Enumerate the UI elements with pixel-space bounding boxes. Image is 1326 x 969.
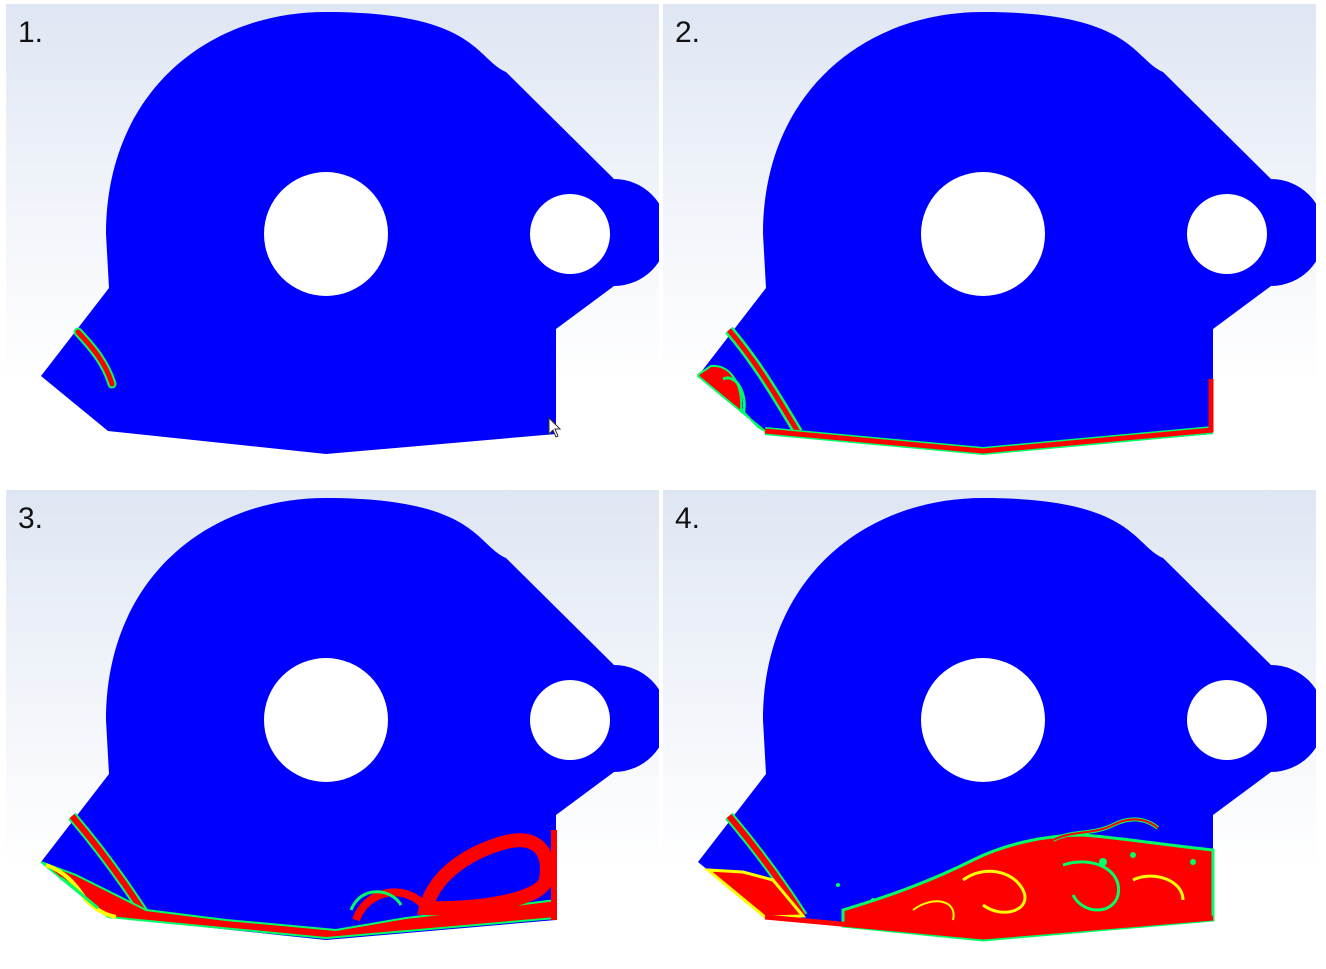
- frame-panel-2: 2.: [663, 4, 1316, 479]
- main-bore-hole: [264, 172, 388, 296]
- main-bore-hole: [921, 658, 1045, 782]
- fluid-corner-turbulence-2: [60, 876, 99, 910]
- fluid-droplet: [1190, 859, 1196, 865]
- domain-plot-1: [41, 12, 659, 454]
- fluid-wave-crest-core: [1052, 818, 1159, 841]
- panel-label: 4.: [675, 502, 701, 535]
- fluid-droplet-loop: [722, 376, 746, 415]
- domain-plot-2: [696, 12, 1316, 456]
- secondary-bore-hole: [1187, 194, 1267, 274]
- fluid-swirl-4: [912, 900, 955, 921]
- panel-label: 2.: [675, 16, 701, 49]
- fluid-swirl-1: [962, 869, 1027, 914]
- fluid-droplet: [1099, 858, 1107, 866]
- fluid-droplet: [836, 883, 840, 887]
- frame-panel-3: 3.: [6, 490, 659, 965]
- fluid-droplet: [871, 898, 875, 902]
- fluid-mixing-region: [841, 833, 1215, 942]
- fluid-bottom-film-core: [764, 427, 1214, 454]
- domain-plot-3: [40, 498, 659, 940]
- panel-label: 3.: [18, 502, 44, 535]
- fluid-droplet: [1130, 852, 1136, 858]
- fluid-bottom-film: [764, 914, 1214, 940]
- frame-panel-1: 1.: [6, 4, 659, 479]
- fluid-corner-pool: [703, 868, 807, 919]
- domain-plot-4: [698, 498, 1316, 942]
- secondary-bore-hole: [530, 680, 610, 760]
- mouse-cursor-icon: [548, 416, 562, 438]
- panel-label: 1.: [18, 16, 44, 49]
- main-bore-hole: [921, 172, 1045, 296]
- main-bore-hole: [264, 658, 388, 782]
- frame-panel-4: 4.: [663, 490, 1316, 965]
- secondary-bore-hole: [1187, 680, 1267, 760]
- fluid-loop-large: [417, 833, 554, 916]
- fluid-jet-core: [75, 329, 115, 387]
- secondary-bore-hole: [530, 194, 610, 274]
- fluid-wave: [349, 890, 403, 911]
- fluid-swirl-3: [1132, 874, 1185, 901]
- fluid-jet-core: [727, 328, 801, 434]
- fluid-swirl-2: [1062, 860, 1120, 912]
